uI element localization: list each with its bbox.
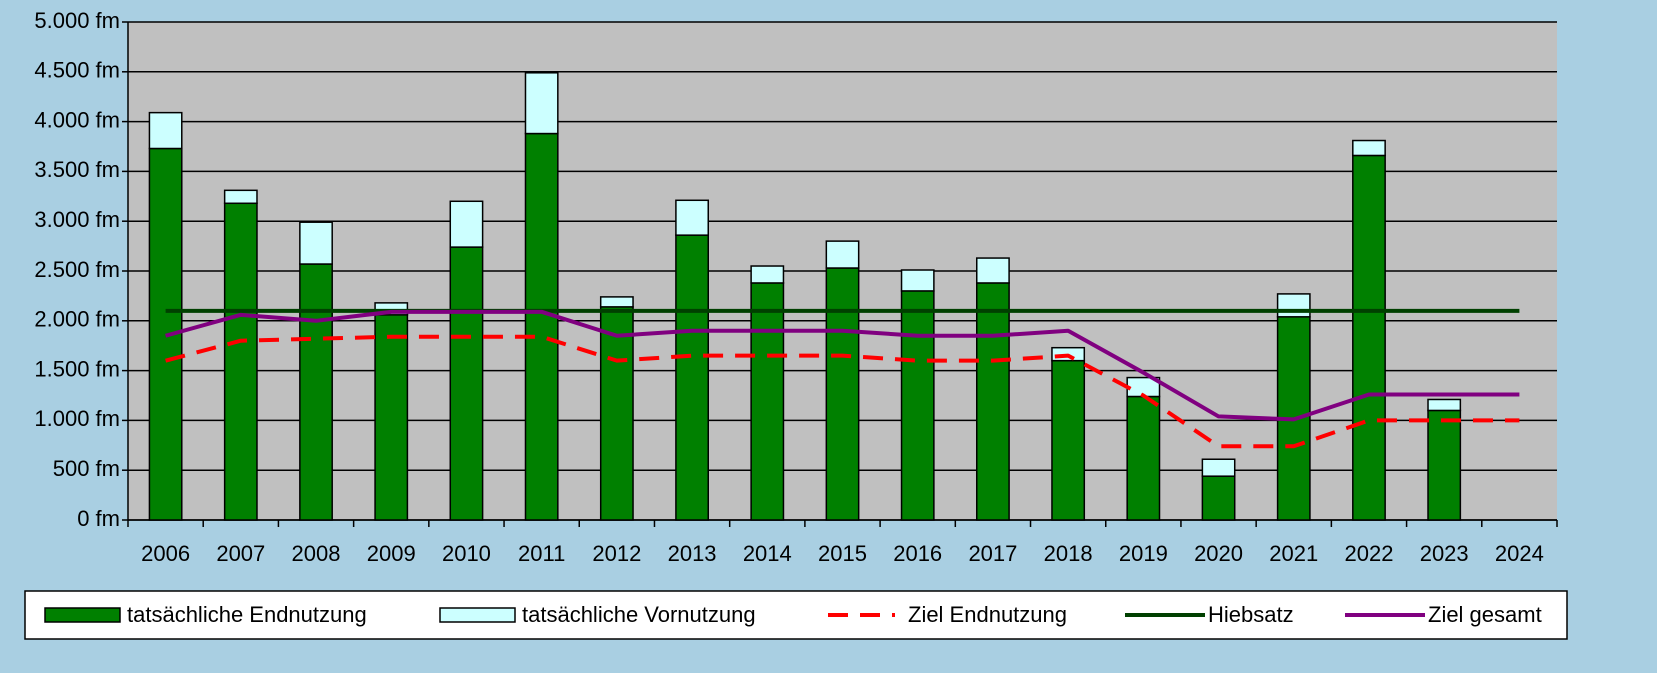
bar xyxy=(599,306,634,521)
x-tick-label: 2023 xyxy=(1420,541,1469,566)
y-tick-label: 2.500 fm xyxy=(34,257,120,282)
bar xyxy=(976,257,1010,284)
bar xyxy=(299,221,333,265)
y-tick-label: 5.000 fm xyxy=(34,8,120,33)
legend-label: tatsächliche Vornutzung xyxy=(522,602,756,627)
x-tick-label: 2018 xyxy=(1044,541,1093,566)
bar xyxy=(599,296,634,308)
bar xyxy=(1427,409,1462,521)
bar xyxy=(750,282,785,521)
bar xyxy=(750,265,785,284)
x-tick-label: 2016 xyxy=(893,541,942,566)
bar xyxy=(976,282,1010,521)
bar xyxy=(1201,475,1236,521)
x-tick-label: 2019 xyxy=(1119,541,1168,566)
x-tick-label: 2008 xyxy=(292,541,341,566)
bar xyxy=(374,314,409,521)
bar xyxy=(900,269,935,292)
x-tick-label: 2022 xyxy=(1344,541,1393,566)
x-tick-label: 2013 xyxy=(668,541,717,566)
y-tick-label: 3.500 fm xyxy=(34,157,120,182)
legend-label: Hiebsatz xyxy=(1208,602,1294,627)
bar xyxy=(675,199,709,236)
bar xyxy=(1126,395,1161,521)
x-tick-label: 2012 xyxy=(592,541,641,566)
legend xyxy=(24,590,1568,640)
line-series xyxy=(165,309,1520,422)
x-tick-label: 2017 xyxy=(968,541,1017,566)
y-tick-label: 0 fm xyxy=(77,506,120,531)
x-tick-label: 2015 xyxy=(818,541,867,566)
bar xyxy=(449,246,484,521)
legend-label: Ziel Endnutzung xyxy=(908,602,1067,627)
bar xyxy=(148,111,183,150)
bar xyxy=(299,263,333,521)
bar xyxy=(1427,398,1462,412)
bar xyxy=(1352,154,1386,521)
y-tick-label: 4.000 fm xyxy=(34,107,120,132)
bar xyxy=(524,72,559,135)
bar xyxy=(825,240,860,269)
y-tick-label: 1.000 fm xyxy=(34,406,120,431)
x-tick-label: 2006 xyxy=(141,541,190,566)
bar xyxy=(223,189,258,205)
y-tick-label: 2.000 fm xyxy=(34,307,120,332)
bar xyxy=(675,234,709,521)
bar xyxy=(1276,293,1311,318)
x-tick-label: 2009 xyxy=(367,541,416,566)
bar xyxy=(1051,359,1086,521)
x-tick-label: 2021 xyxy=(1269,541,1318,566)
bar xyxy=(223,202,258,521)
line-series xyxy=(165,334,1520,449)
bar xyxy=(1352,139,1386,157)
x-tick-label: 2024 xyxy=(1495,541,1544,566)
bar xyxy=(449,200,484,248)
x-tick-label: 2014 xyxy=(743,541,792,566)
bar xyxy=(524,132,559,521)
x-tick-label: 2010 xyxy=(442,541,491,566)
bar xyxy=(900,290,935,521)
bar xyxy=(1201,458,1236,477)
legend-label: Ziel gesamt xyxy=(1428,602,1542,627)
x-tick-label: 2020 xyxy=(1194,541,1243,566)
y-tick-label: 4.500 fm xyxy=(34,58,120,83)
legend-swatch xyxy=(44,607,121,623)
y-tick-label: 3.000 fm xyxy=(34,207,120,232)
y-tick-label: 500 fm xyxy=(53,456,120,481)
x-tick-label: 2007 xyxy=(216,541,265,566)
legend-label: tatsächliche Endnutzung xyxy=(127,602,367,627)
x-tick-label: 2011 xyxy=(518,541,565,566)
legend-swatch xyxy=(439,607,516,623)
y-tick-label: 1.500 fm xyxy=(34,356,120,381)
bar xyxy=(825,267,860,521)
